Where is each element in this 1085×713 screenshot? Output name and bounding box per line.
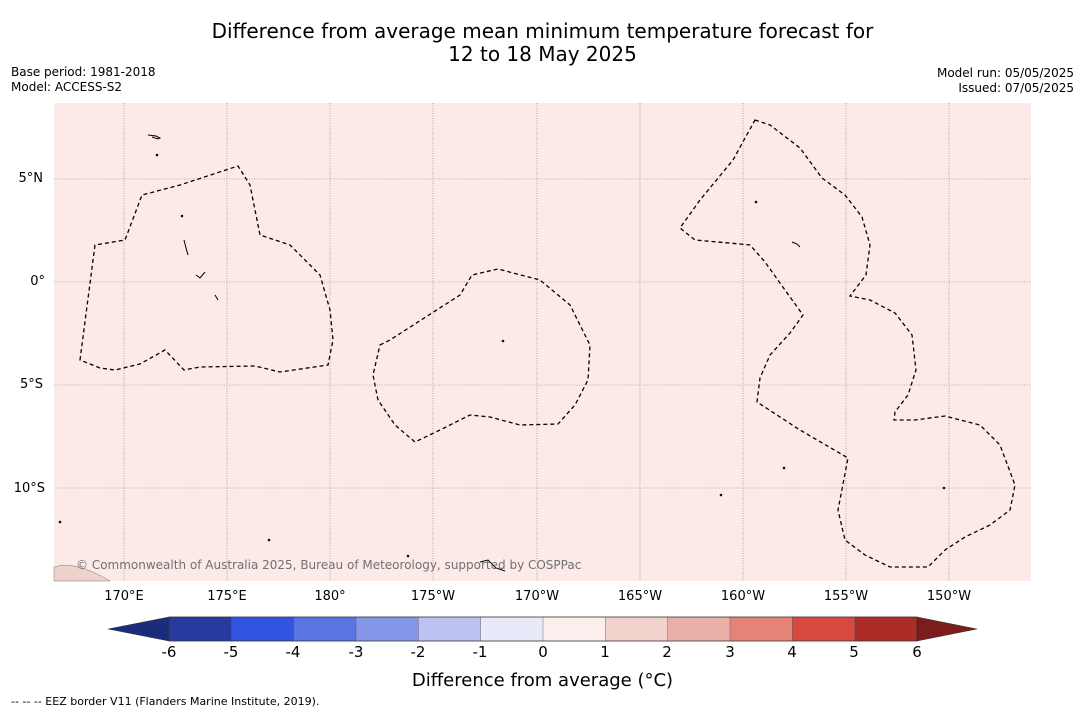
- issued-date: Issued: 07/05/2025: [958, 81, 1074, 95]
- island-dot: [942, 486, 946, 490]
- colorbar-tick: 4: [787, 643, 797, 661]
- island-dot: [155, 153, 159, 157]
- colorbar-tick: 6: [912, 643, 922, 661]
- colorbar-tick: -5: [223, 643, 239, 661]
- colorbar-over-arrow: [916, 616, 978, 642]
- eez-legend: -- -- -- EEZ border V11 (Flanders Marine…: [11, 695, 320, 708]
- colorbar-tick: -2: [410, 643, 426, 661]
- lon-label-180: 180°: [314, 589, 346, 604]
- colorbar-cell: [729, 616, 793, 642]
- base-period: Base period: 1981-2018: [11, 65, 156, 79]
- colorbar-cells: [168, 616, 918, 642]
- island-outline: [214, 294, 219, 301]
- lon-label-150w: 150°W: [926, 589, 972, 604]
- island-outline: [147, 134, 162, 140]
- meta-right: Model run: 05/05/2025 Issued: 07/05/2025: [937, 66, 1074, 96]
- island-dot: [501, 339, 505, 343]
- lon-label-175e: 175°E: [207, 589, 247, 604]
- colorbar-cell: [542, 616, 606, 642]
- lon-label-165w: 165°W: [617, 589, 663, 604]
- colorbar-cell: [168, 616, 232, 642]
- colorbar-tick: 1: [600, 643, 610, 661]
- colorbar-tick: 0: [538, 643, 548, 661]
- colorbar-cell: [854, 616, 918, 642]
- model-name: Model: ACCESS-S2: [11, 80, 123, 94]
- islands: [58, 134, 946, 572]
- colorbar-tick: 5: [849, 643, 859, 661]
- title-line-2: 12 to 18 May 2025: [448, 42, 637, 66]
- colorbar-cell: [605, 616, 669, 642]
- map-background: [54, 103, 1031, 581]
- colorbar-under-arrow: [107, 616, 170, 642]
- colorbar-cell: [792, 616, 856, 642]
- lon-label-155w: 155°W: [823, 589, 869, 604]
- colorbar-tick: -3: [348, 643, 364, 661]
- colorbar-cell: [231, 616, 295, 642]
- lon-label-160w: 160°W: [720, 589, 766, 604]
- land-corner-shade: [53, 565, 111, 582]
- island-outline: [183, 239, 189, 256]
- copyright-notice: © Commonwealth of Australia 2025, Bureau…: [76, 558, 582, 572]
- island-dot: [180, 214, 184, 218]
- colorbar-cell: [418, 616, 482, 642]
- lon-label-170e: 170°E: [104, 589, 144, 604]
- eez-borders: [79, 119, 1016, 568]
- model-run: Model run: 05/05/2025: [936, 66, 1074, 80]
- gridlines: [54, 103, 1031, 581]
- colorbar-frame: [168, 616, 918, 642]
- island-outline: [479, 559, 506, 572]
- colorbar-tick: -6: [161, 643, 177, 661]
- island-dot: [267, 538, 271, 542]
- island-dot: [782, 466, 786, 470]
- lat-label-0: 0°: [30, 274, 45, 289]
- lat-label-5n: 5°N: [18, 171, 44, 186]
- island-dot: [406, 554, 410, 558]
- colorbar-tick: 2: [662, 643, 672, 661]
- colorbar-tick: -1: [472, 643, 488, 661]
- island-dot: [719, 493, 723, 497]
- lon-label-175w: 175°W: [410, 589, 456, 604]
- colorbar-cell: [355, 616, 419, 642]
- eez-border-tuvalu: [79, 165, 334, 373]
- lat-label-5s: 5°S: [19, 377, 43, 392]
- colorbar-tick: -4: [285, 643, 301, 661]
- colorbar-cell: [667, 616, 731, 642]
- island-outline: [195, 271, 206, 279]
- colorbar-title: Difference from average (°C): [411, 670, 674, 691]
- colorbar-cell: [480, 616, 544, 642]
- island-dot: [58, 520, 62, 524]
- chart-title: Difference from average mean minimum tem…: [0, 20, 1085, 66]
- lon-label-170w: 170°W: [514, 589, 560, 604]
- meta-left: Base period: 1981-2018 Model: ACCESS-S2: [11, 65, 156, 95]
- island-dot: [754, 200, 758, 204]
- colorbar-tick: 3: [725, 643, 735, 661]
- island-outline: [791, 241, 801, 248]
- eez-border-phoenix: [372, 268, 591, 443]
- lat-label-10s: 10°S: [13, 481, 45, 496]
- colorbar-cell: [293, 616, 357, 642]
- title-line-1: Difference from average mean minimum tem…: [211, 19, 874, 43]
- eez-border-line-islands: [679, 119, 1016, 568]
